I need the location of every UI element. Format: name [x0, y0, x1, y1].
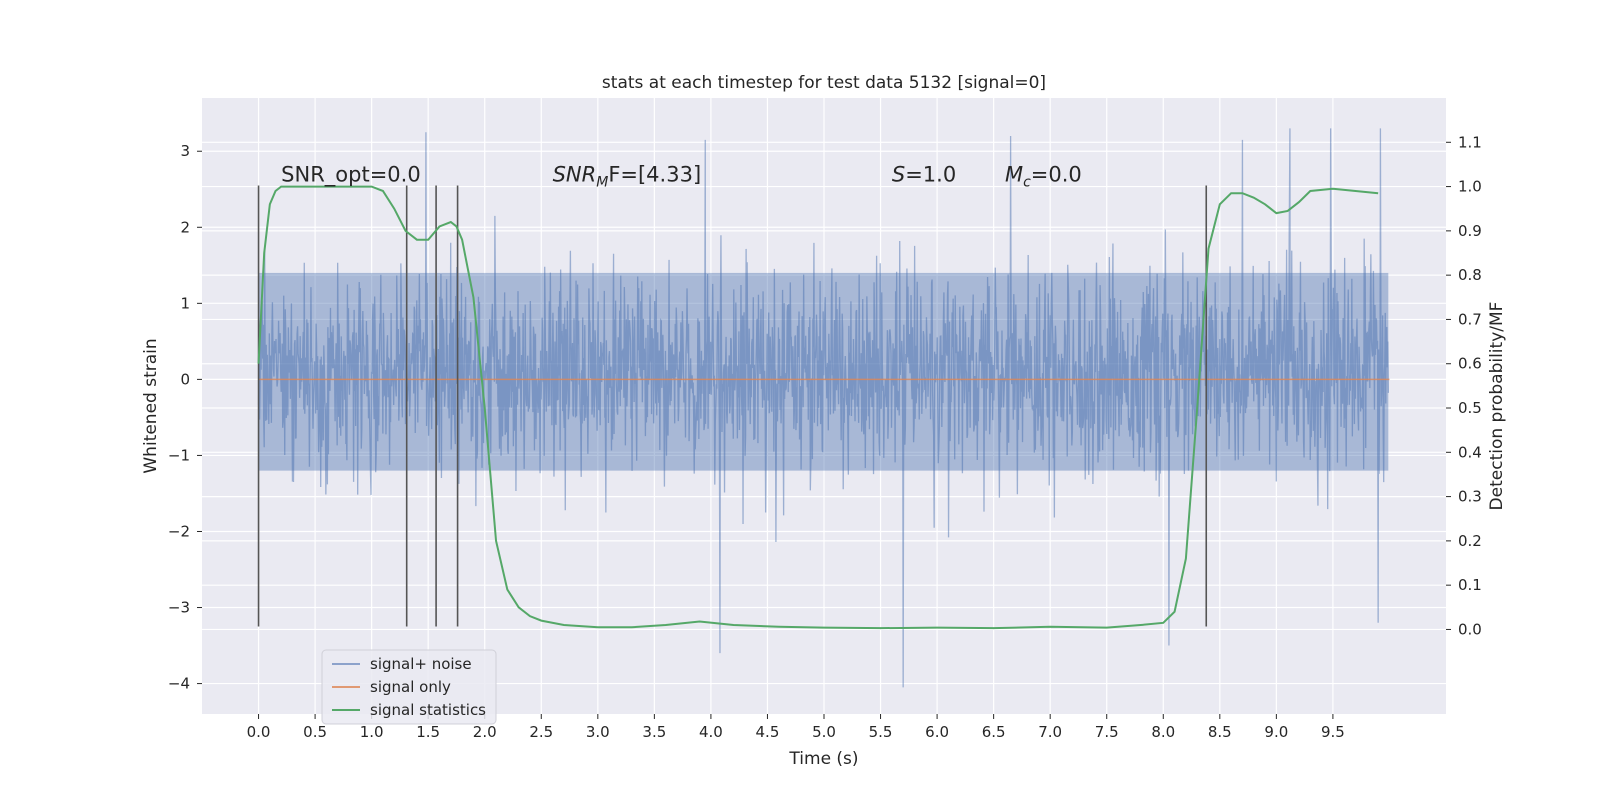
x-tick-label: 1.0: [360, 723, 384, 741]
x-tick-label: 8.0: [1151, 723, 1175, 741]
x-tick-label: 6.0: [925, 723, 949, 741]
x-tick-label: 5.0: [812, 723, 836, 741]
legend-label: signal statistics: [370, 701, 486, 719]
x-tick-label: 0.0: [247, 723, 271, 741]
y-axis-label: Whitened strain: [141, 338, 161, 473]
y2-tick-label: 0.4: [1458, 443, 1482, 461]
x-tick-label: 1.5: [416, 723, 440, 741]
x-tick-label: 9.5: [1321, 723, 1345, 741]
annotation-part: M: [596, 175, 608, 191]
y2-tick-label: 0.3: [1458, 488, 1482, 506]
annotations: SNR_opt=0.0 SNRMF=[4.33] S=1.0 Mc=0.0: [281, 163, 1082, 191]
axes: 0.0 0.5 1.0 1.5 2.0 2.5 3.0 3.5 4.0 4.5 5.0 5.5 6.0 6…: [168, 133, 1482, 741]
y2-tick-label: 0.0: [1458, 620, 1482, 638]
y2-tick-label: 0.5: [1458, 399, 1482, 417]
y2-axis-label: Detection probability/MF: [1487, 302, 1507, 511]
legend: signal+ noise signal only signal statistic…: [321, 649, 497, 725]
annotation-1: SNRMF=[4.33]: [553, 163, 702, 191]
annotation-part: S: [892, 163, 905, 187]
y2-tick-label: 0.7: [1458, 310, 1482, 328]
annotation-part: c: [1023, 175, 1031, 191]
y-tick-label: −1: [168, 446, 190, 464]
legend-label: signal+ noise: [370, 655, 472, 673]
annotation-3: Mc=0.0: [1005, 163, 1082, 191]
y-tick-label: −4: [168, 675, 190, 693]
x-tick-label: 3.0: [586, 723, 610, 741]
x-tick-label: 2.0: [473, 723, 497, 741]
x-tick-label: 8.5: [1208, 723, 1232, 741]
x-tick-label: 3.5: [642, 723, 666, 741]
y-tick-label: 2: [180, 218, 190, 236]
signal-noise-band: [258, 272, 1389, 471]
annotation-0: SNR_opt=0.0: [281, 163, 421, 188]
x-tick-label: 9.0: [1264, 723, 1288, 741]
x-tick-label: 4.0: [699, 723, 723, 741]
y2-tick-label: 0.9: [1458, 222, 1482, 240]
y-tick-label: −3: [168, 599, 190, 617]
y2-tick-label: 1.1: [1458, 133, 1482, 151]
annotation-part: SNR_opt=0.0: [281, 163, 421, 188]
annotation-part: M: [1005, 163, 1023, 187]
annotation-part: SNR: [553, 163, 597, 187]
signal-statistics-line: [257, 185, 1379, 630]
x-tick-label: 7.5: [1095, 723, 1119, 741]
annotation-2: S=1.0: [892, 163, 956, 187]
legend-label: signal only: [370, 678, 451, 696]
annotation-part: =1.0: [905, 163, 956, 187]
annotation-part: =0.0: [1031, 163, 1082, 187]
y-tick-label: −2: [168, 522, 190, 540]
y-tick-label: 1: [180, 294, 190, 312]
x-tick-label: 6.5: [982, 723, 1006, 741]
series-signal-statistics: [257, 185, 1379, 630]
x-tick-label: 0.5: [303, 723, 327, 741]
y2-tick-label: 1.0: [1458, 178, 1482, 196]
x-tick-label: 7.0: [1038, 723, 1062, 741]
annotation-part: F=[4.33]: [608, 163, 701, 187]
x-tick-label: 5.5: [869, 723, 893, 741]
legend-box: [321, 649, 497, 725]
x-tick-label: 2.5: [529, 723, 553, 741]
y-tick-label: 3: [180, 142, 190, 160]
x-axis-label: Time (s): [788, 749, 858, 769]
y2-tick-label: 0.8: [1458, 266, 1482, 284]
y2-tick-label: 0.6: [1458, 355, 1482, 373]
y2-tick-label: 0.1: [1458, 576, 1482, 594]
y-tick-label: 0: [180, 370, 190, 388]
x-tick-label: 4.5: [756, 723, 780, 741]
chart-title: stats at each timestep for test data 513…: [602, 73, 1046, 93]
vertical-markers: [257, 185, 1208, 627]
y2-tick-label: 0.2: [1458, 532, 1482, 550]
